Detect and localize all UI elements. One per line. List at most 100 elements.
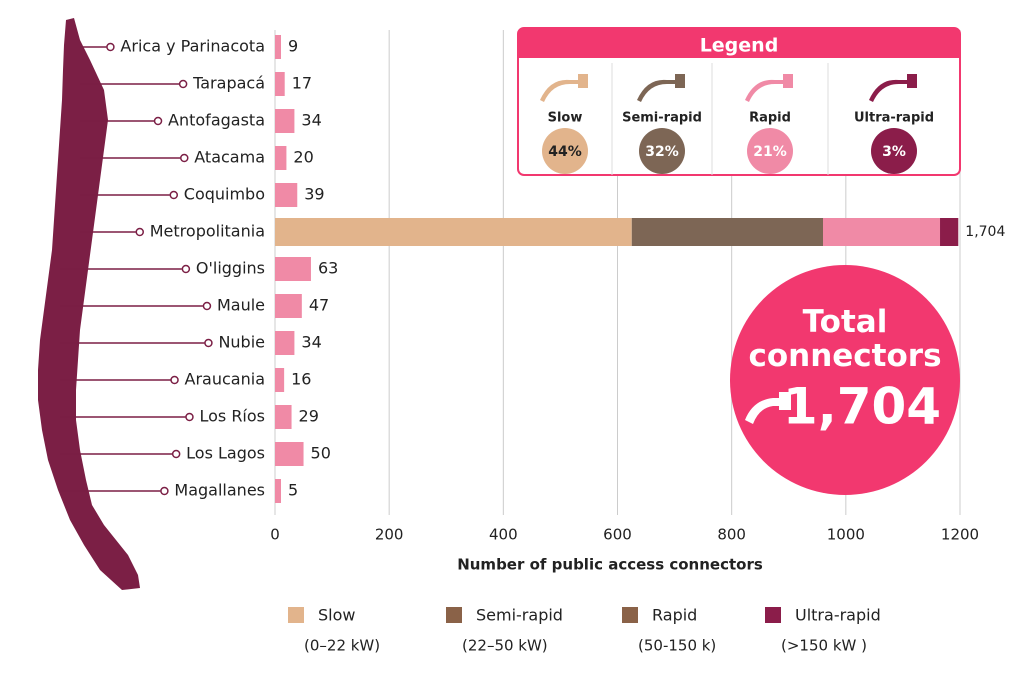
category-label: Tarapacá [192,74,265,93]
leader-dot [170,375,179,385]
value-label: 1,704 [965,224,1005,240]
bar [275,183,298,207]
legend-icon [540,74,588,102]
value-label: 34 [301,111,321,130]
bar [275,146,287,170]
value-label: 5 [288,481,298,500]
legend-name: Semi-rapid [622,111,702,126]
x-tick-label: 600 [603,526,632,544]
total-value: 1,704 [783,378,941,436]
bar-segment [823,218,941,246]
value-label: 16 [291,370,311,389]
legend-name: Slow [548,111,583,126]
leader-dot [160,486,169,496]
x-tick-label: 200 [375,526,404,544]
legend-entry: Slow [318,606,355,625]
legend-share [542,128,588,174]
leader-dot [169,190,179,200]
bar [275,72,285,96]
leader-dot [181,264,191,274]
bar [275,368,285,392]
legend-header [518,28,960,58]
category-label: Metropolitania [150,222,265,241]
legend-share-label: 3% [882,144,906,160]
legend-range: (50-150 k) [638,637,716,655]
total-icon [745,392,791,424]
total-circle [730,265,960,495]
legend-entry: Ultra-rapid [795,606,881,625]
value-label: 63 [318,259,338,278]
leader-dot [106,42,115,52]
value-label: 34 [301,333,321,352]
x-tick-label: 400 [489,526,518,544]
leader-dot [204,338,213,348]
leader-dot [153,116,163,126]
legend-swatch [446,607,462,623]
legend-range: (22–50 kW) [462,637,548,655]
bar [275,294,302,318]
category-label: Coquimbo [184,185,265,204]
x-tick-label: 1200 [941,526,979,544]
total-title: Total connectors [748,304,942,374]
category-label: Arica y Parinacota [120,37,265,56]
legend-share [871,128,917,174]
value-label: 29 [299,407,319,426]
legend-icon [869,74,917,102]
category-label: Magallanes [174,481,265,500]
leader-dot [180,153,189,163]
bar-segment [631,218,823,246]
legend-icon [745,74,793,102]
category-label: Los Lagos [186,444,265,463]
bar [275,405,292,429]
legend-share-label: 32% [645,144,679,160]
legend-swatch [288,607,304,623]
leader-dot [185,412,194,422]
value-label: 39 [304,185,324,204]
category-label: Atacama [194,148,265,167]
legend-title: Legend [700,35,779,57]
legend-entry: Semi-rapid [476,606,563,625]
legend-entry: Rapid [652,606,697,625]
leader-dot [171,449,181,459]
value-label: 17 [292,74,312,93]
legend-swatch [622,607,638,623]
legend-share [747,128,793,174]
bar [275,35,281,59]
bar-segment [940,218,959,246]
value-label: 47 [309,296,329,315]
value-label: 9 [288,37,298,56]
bar [275,331,295,355]
x-tick-label: 1000 [827,526,865,544]
legend-name: Rapid [749,111,791,126]
category-label: Antofagasta [168,111,265,130]
leader-dot [178,79,188,89]
legend-icon [637,74,685,102]
legend-swatch [765,607,781,623]
bar [275,479,281,503]
map [38,18,140,590]
category-label: Maule [217,296,265,315]
legend-share [639,128,685,174]
category-label: Araucania [185,370,265,389]
bar [275,442,304,466]
leader-dot [202,301,212,311]
legend-range: (0–22 kW) [304,637,380,655]
leader-dot [135,227,144,237]
category-label: Nubie [218,333,265,352]
legend-share-label: 44% [548,144,582,160]
value-label: 20 [293,148,313,167]
x-axis-label: Number of public access connectors [457,556,763,574]
bar-segment [275,218,632,246]
value-label: 50 [311,444,331,463]
legend-range: (>150 kW ) [781,637,867,655]
category-label: Los Ríos [199,407,265,426]
category-label: O'liggins [196,259,265,278]
bar [275,257,311,281]
legend-name: Ultra-rapid [854,111,934,126]
bar [275,109,295,133]
legend-share-label: 21% [753,144,787,160]
x-tick-label: 800 [717,526,746,544]
x-tick-label: 0 [270,526,280,544]
